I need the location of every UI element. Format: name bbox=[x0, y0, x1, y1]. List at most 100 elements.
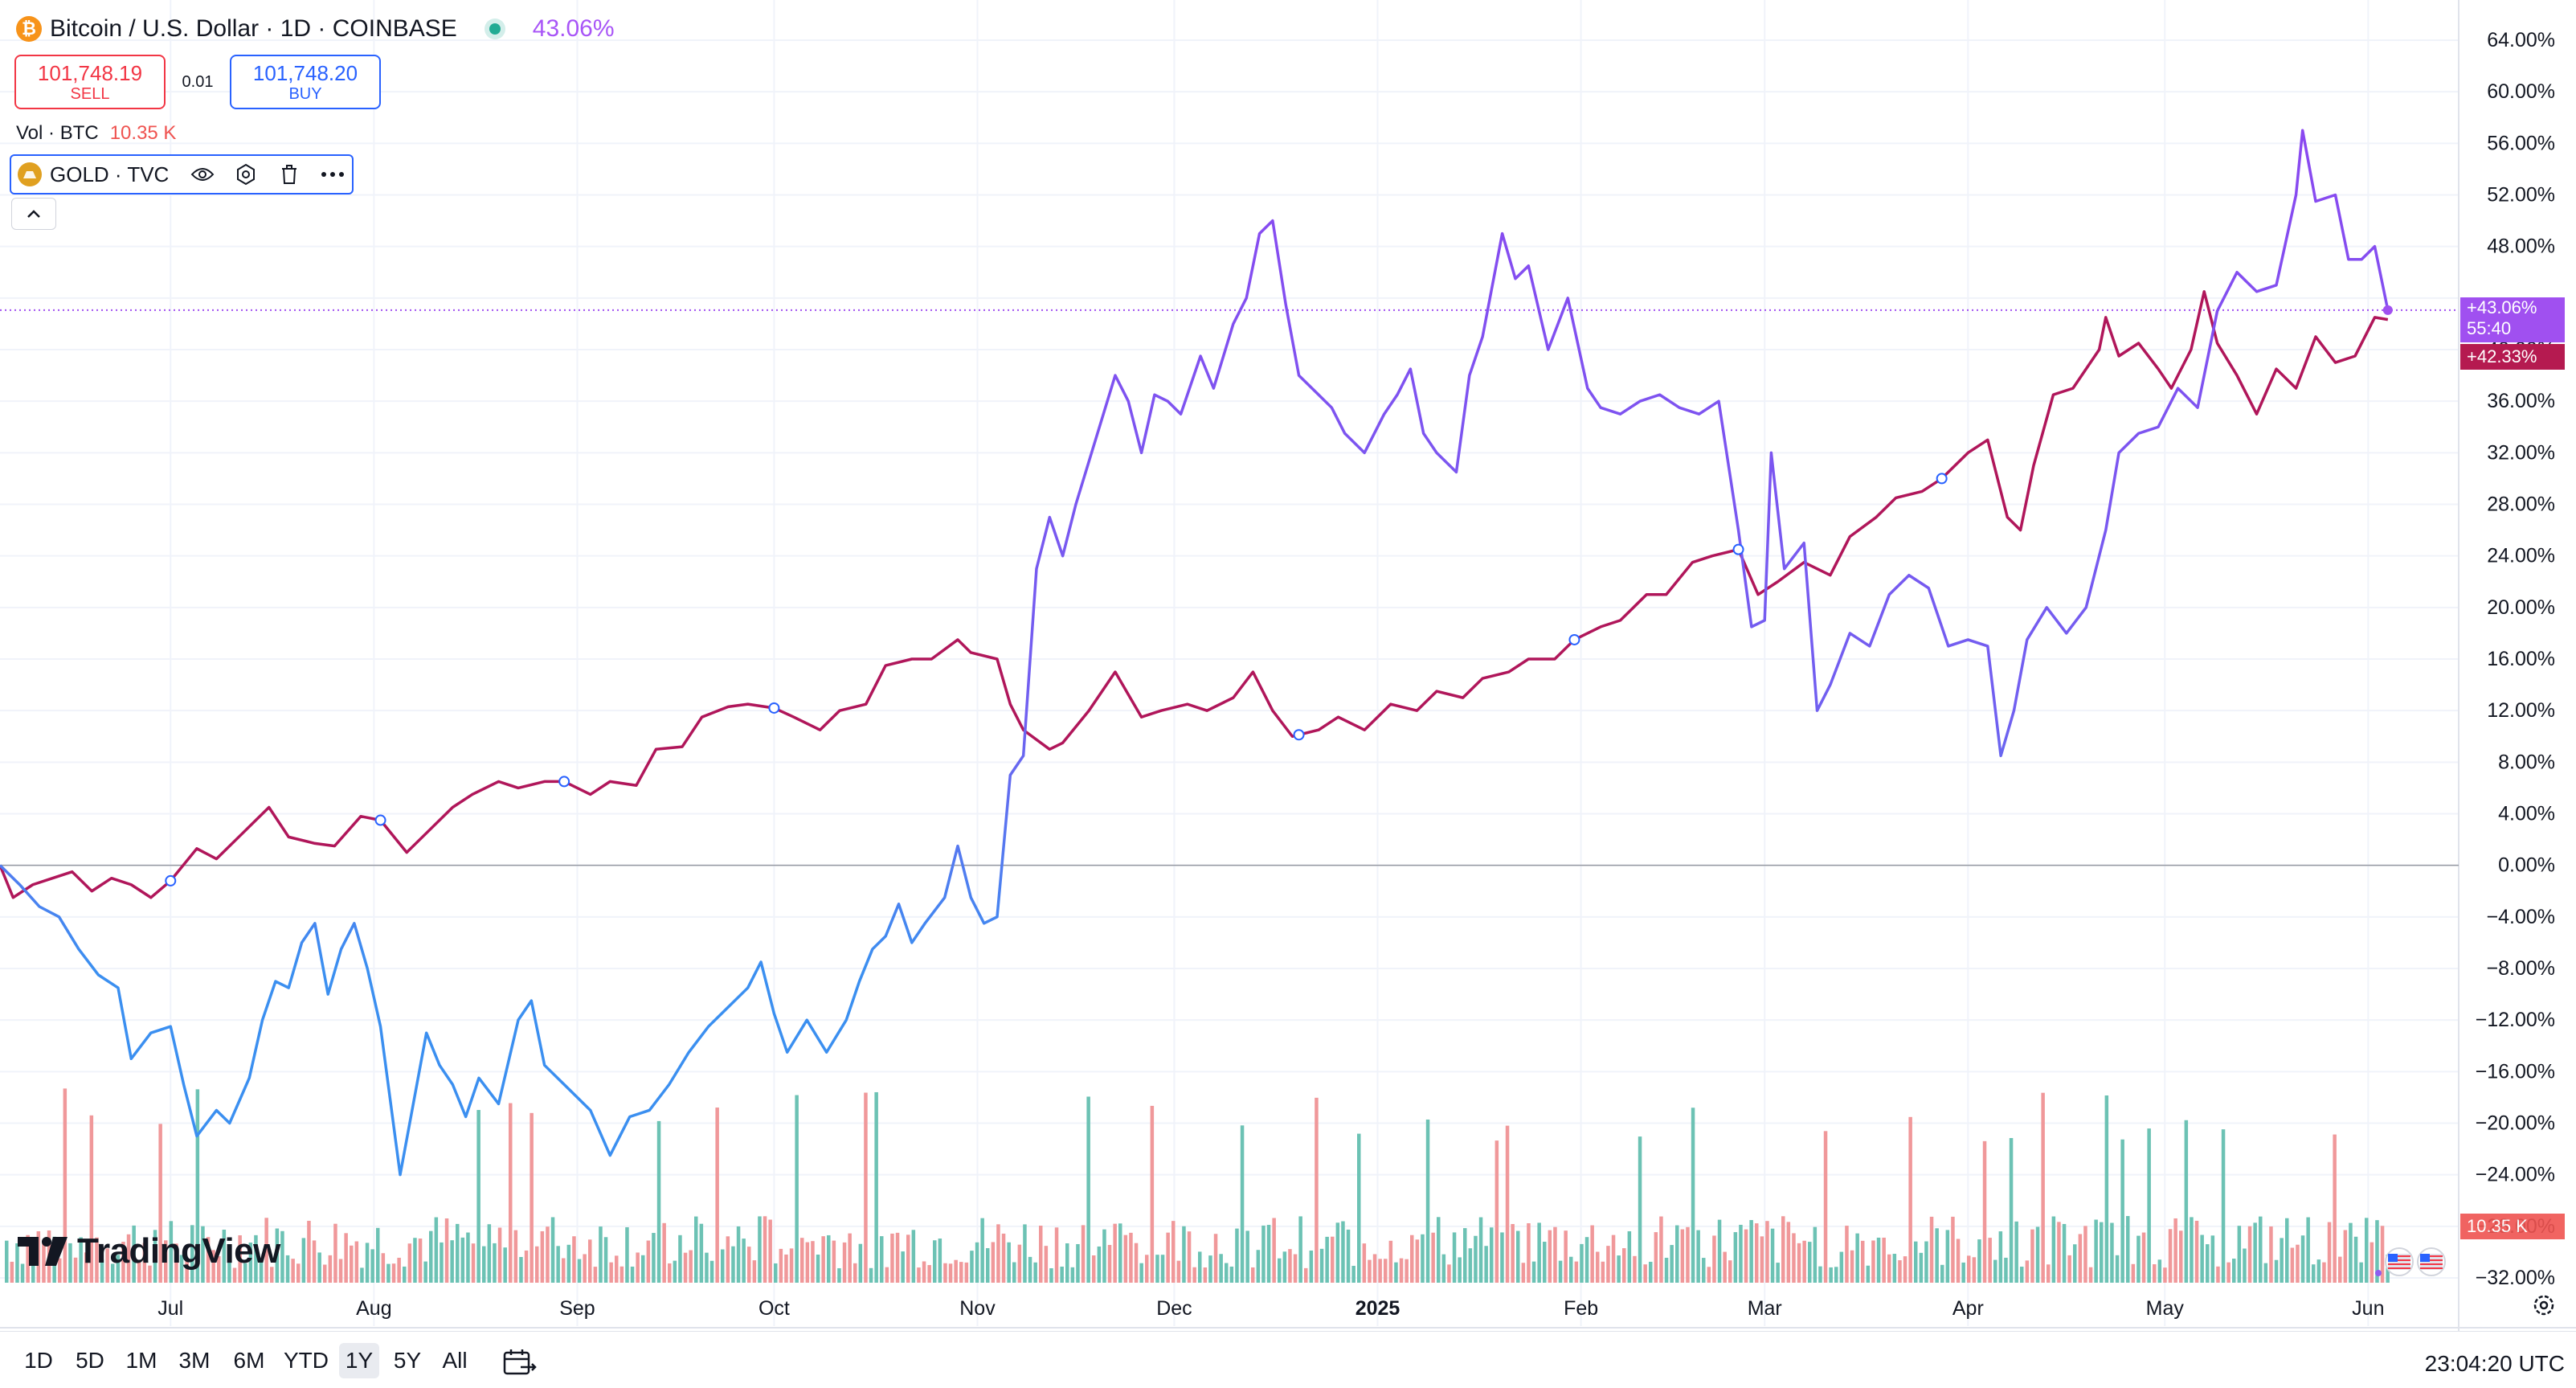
volume-bar bbox=[1458, 1257, 1462, 1283]
volume-bar bbox=[705, 1252, 709, 1283]
volume-bar bbox=[2237, 1226, 2242, 1283]
volume-bar bbox=[1967, 1255, 1971, 1283]
volume-bar bbox=[1951, 1216, 1955, 1283]
volume-bar bbox=[736, 1226, 741, 1283]
volume-bar bbox=[2041, 1092, 2045, 1283]
volume-bars bbox=[5, 1088, 2390, 1283]
volume-bar bbox=[2163, 1267, 2167, 1283]
y-tick-label: 8.00% bbox=[2498, 751, 2555, 773]
volume-bar bbox=[2046, 1264, 2051, 1283]
volume-bar bbox=[2322, 1262, 2326, 1283]
volume-bar bbox=[1405, 1259, 1409, 1283]
volume-bar bbox=[137, 1260, 141, 1283]
range-1d-button[interactable]: 1D bbox=[24, 1348, 53, 1373]
volume-legend[interactable]: Vol · BTC 10.35 K bbox=[16, 122, 176, 145]
volume-bar bbox=[132, 1225, 136, 1283]
economic-events-icon[interactable] bbox=[2370, 1244, 2451, 1279]
range-ytd-button[interactable]: YTD bbox=[284, 1348, 329, 1373]
volume-bar bbox=[1638, 1136, 1642, 1283]
volume-bar bbox=[1823, 1131, 1828, 1283]
volume-bar bbox=[285, 1255, 290, 1283]
volume-bar bbox=[996, 1224, 1000, 1283]
volume-bar bbox=[2131, 1263, 2136, 1283]
volume-bar bbox=[169, 1221, 174, 1283]
volume-bar bbox=[2274, 1259, 2279, 1283]
volume-bar bbox=[1309, 1250, 1314, 1283]
volume-bar bbox=[2243, 1248, 2247, 1283]
volume-bar bbox=[1940, 1264, 1944, 1283]
volume-bar bbox=[1696, 1230, 1700, 1283]
volume-bar bbox=[2306, 1217, 2310, 1283]
volume-bar bbox=[603, 1237, 608, 1283]
volume-bar bbox=[2206, 1244, 2210, 1283]
buy-button[interactable]: 101,748.20 BUY bbox=[230, 55, 381, 109]
volume-bar bbox=[2141, 1232, 2146, 1283]
volume-bar bbox=[2147, 1128, 2151, 1283]
volume-bar bbox=[307, 1220, 311, 1283]
volume-bar bbox=[1654, 1232, 1658, 1283]
volume-bar bbox=[699, 1223, 704, 1283]
range-1m-button[interactable]: 1M bbox=[125, 1348, 157, 1373]
volume-bar bbox=[1410, 1234, 1414, 1283]
volume-bar bbox=[2343, 1230, 2348, 1283]
tradingview-logo[interactable]: TradingView bbox=[18, 1231, 280, 1271]
volume-bar bbox=[933, 1240, 937, 1283]
compare-calendar-icon[interactable] bbox=[501, 1348, 537, 1377]
time-scale: Jul Aug Sep Oct Nov Dec 2025 Feb Mar Apr May Jun bbox=[157, 1297, 2384, 1320]
volume-bar bbox=[105, 1248, 109, 1283]
eye-icon[interactable] bbox=[186, 158, 219, 190]
chart-settings-icon[interactable] bbox=[2528, 1289, 2560, 1321]
volume-bar bbox=[805, 1242, 810, 1283]
volume-bar bbox=[460, 1237, 465, 1283]
volume-bar bbox=[1723, 1251, 1727, 1283]
volume-bar bbox=[254, 1234, 258, 1283]
market-status-icon bbox=[489, 23, 501, 35]
volume-bar bbox=[1076, 1243, 1080, 1283]
volume-bar bbox=[1675, 1225, 1679, 1283]
volume-bar bbox=[68, 1243, 72, 1283]
sell-button[interactable]: 101,748.19 SELL bbox=[14, 55, 166, 109]
volume-bar bbox=[1113, 1223, 1117, 1283]
symbol-title[interactable]: Bitcoin / U.S. Dollar · 1D · COINBASE bbox=[50, 15, 457, 42]
trash-icon[interactable] bbox=[273, 158, 305, 190]
symbol-legend[interactable]: ₿ Bitcoin / U.S. Dollar · 1D · COINBASE … bbox=[16, 14, 615, 43]
volume-bar bbox=[954, 1259, 958, 1283]
volume-bar bbox=[1054, 1227, 1059, 1283]
volume-bar bbox=[100, 1259, 104, 1283]
volume-bar bbox=[2100, 1222, 2104, 1283]
compare-legend[interactable]: GOLD · TVC bbox=[10, 154, 354, 194]
volume-bar bbox=[1892, 1254, 1897, 1283]
series-lines bbox=[0, 129, 2393, 1177]
volume-bar bbox=[2226, 1262, 2230, 1283]
range-5d-button[interactable]: 5D bbox=[76, 1348, 104, 1373]
volume-bar bbox=[2168, 1229, 2173, 1283]
utc-clock[interactable]: 23:04:20 UTC bbox=[2424, 1351, 2565, 1376]
volume-bar bbox=[243, 1263, 247, 1283]
volume-bar bbox=[476, 1110, 480, 1283]
volume-bar bbox=[116, 1255, 121, 1283]
volume-bar bbox=[1378, 1259, 1382, 1283]
range-5y-button[interactable]: 5Y bbox=[393, 1348, 422, 1373]
more-icon[interactable] bbox=[317, 158, 349, 190]
volume-bar bbox=[2120, 1139, 2124, 1283]
chart-canvas[interactable]: 64.00%60.00%56.00%52.00%48.00%40.00%36.0… bbox=[0, 0, 2576, 1331]
volume-bar bbox=[1829, 1267, 1833, 1283]
range-all-button[interactable]: All bbox=[442, 1348, 468, 1373]
volume-bar bbox=[1882, 1237, 1886, 1283]
volume-bar bbox=[20, 1263, 25, 1283]
range-6m-button[interactable]: 6M bbox=[233, 1348, 265, 1373]
volume-bar bbox=[386, 1263, 390, 1283]
compare-symbol[interactable]: GOLD · TVC bbox=[50, 162, 170, 186]
volume-bar bbox=[142, 1243, 147, 1283]
chevron-up-icon[interactable] bbox=[11, 198, 56, 230]
volume-bar bbox=[1166, 1232, 1170, 1283]
volume-bar bbox=[1060, 1266, 1064, 1283]
range-1y-button[interactable]: 1Y bbox=[339, 1343, 379, 1378]
range-3m-button[interactable]: 3M bbox=[178, 1348, 211, 1373]
settings-icon[interactable] bbox=[230, 158, 262, 190]
volume-bar bbox=[1924, 1241, 1928, 1283]
volume-bar bbox=[721, 1249, 725, 1283]
volume-bar bbox=[1123, 1234, 1128, 1283]
volume-bar bbox=[1490, 1227, 1494, 1283]
